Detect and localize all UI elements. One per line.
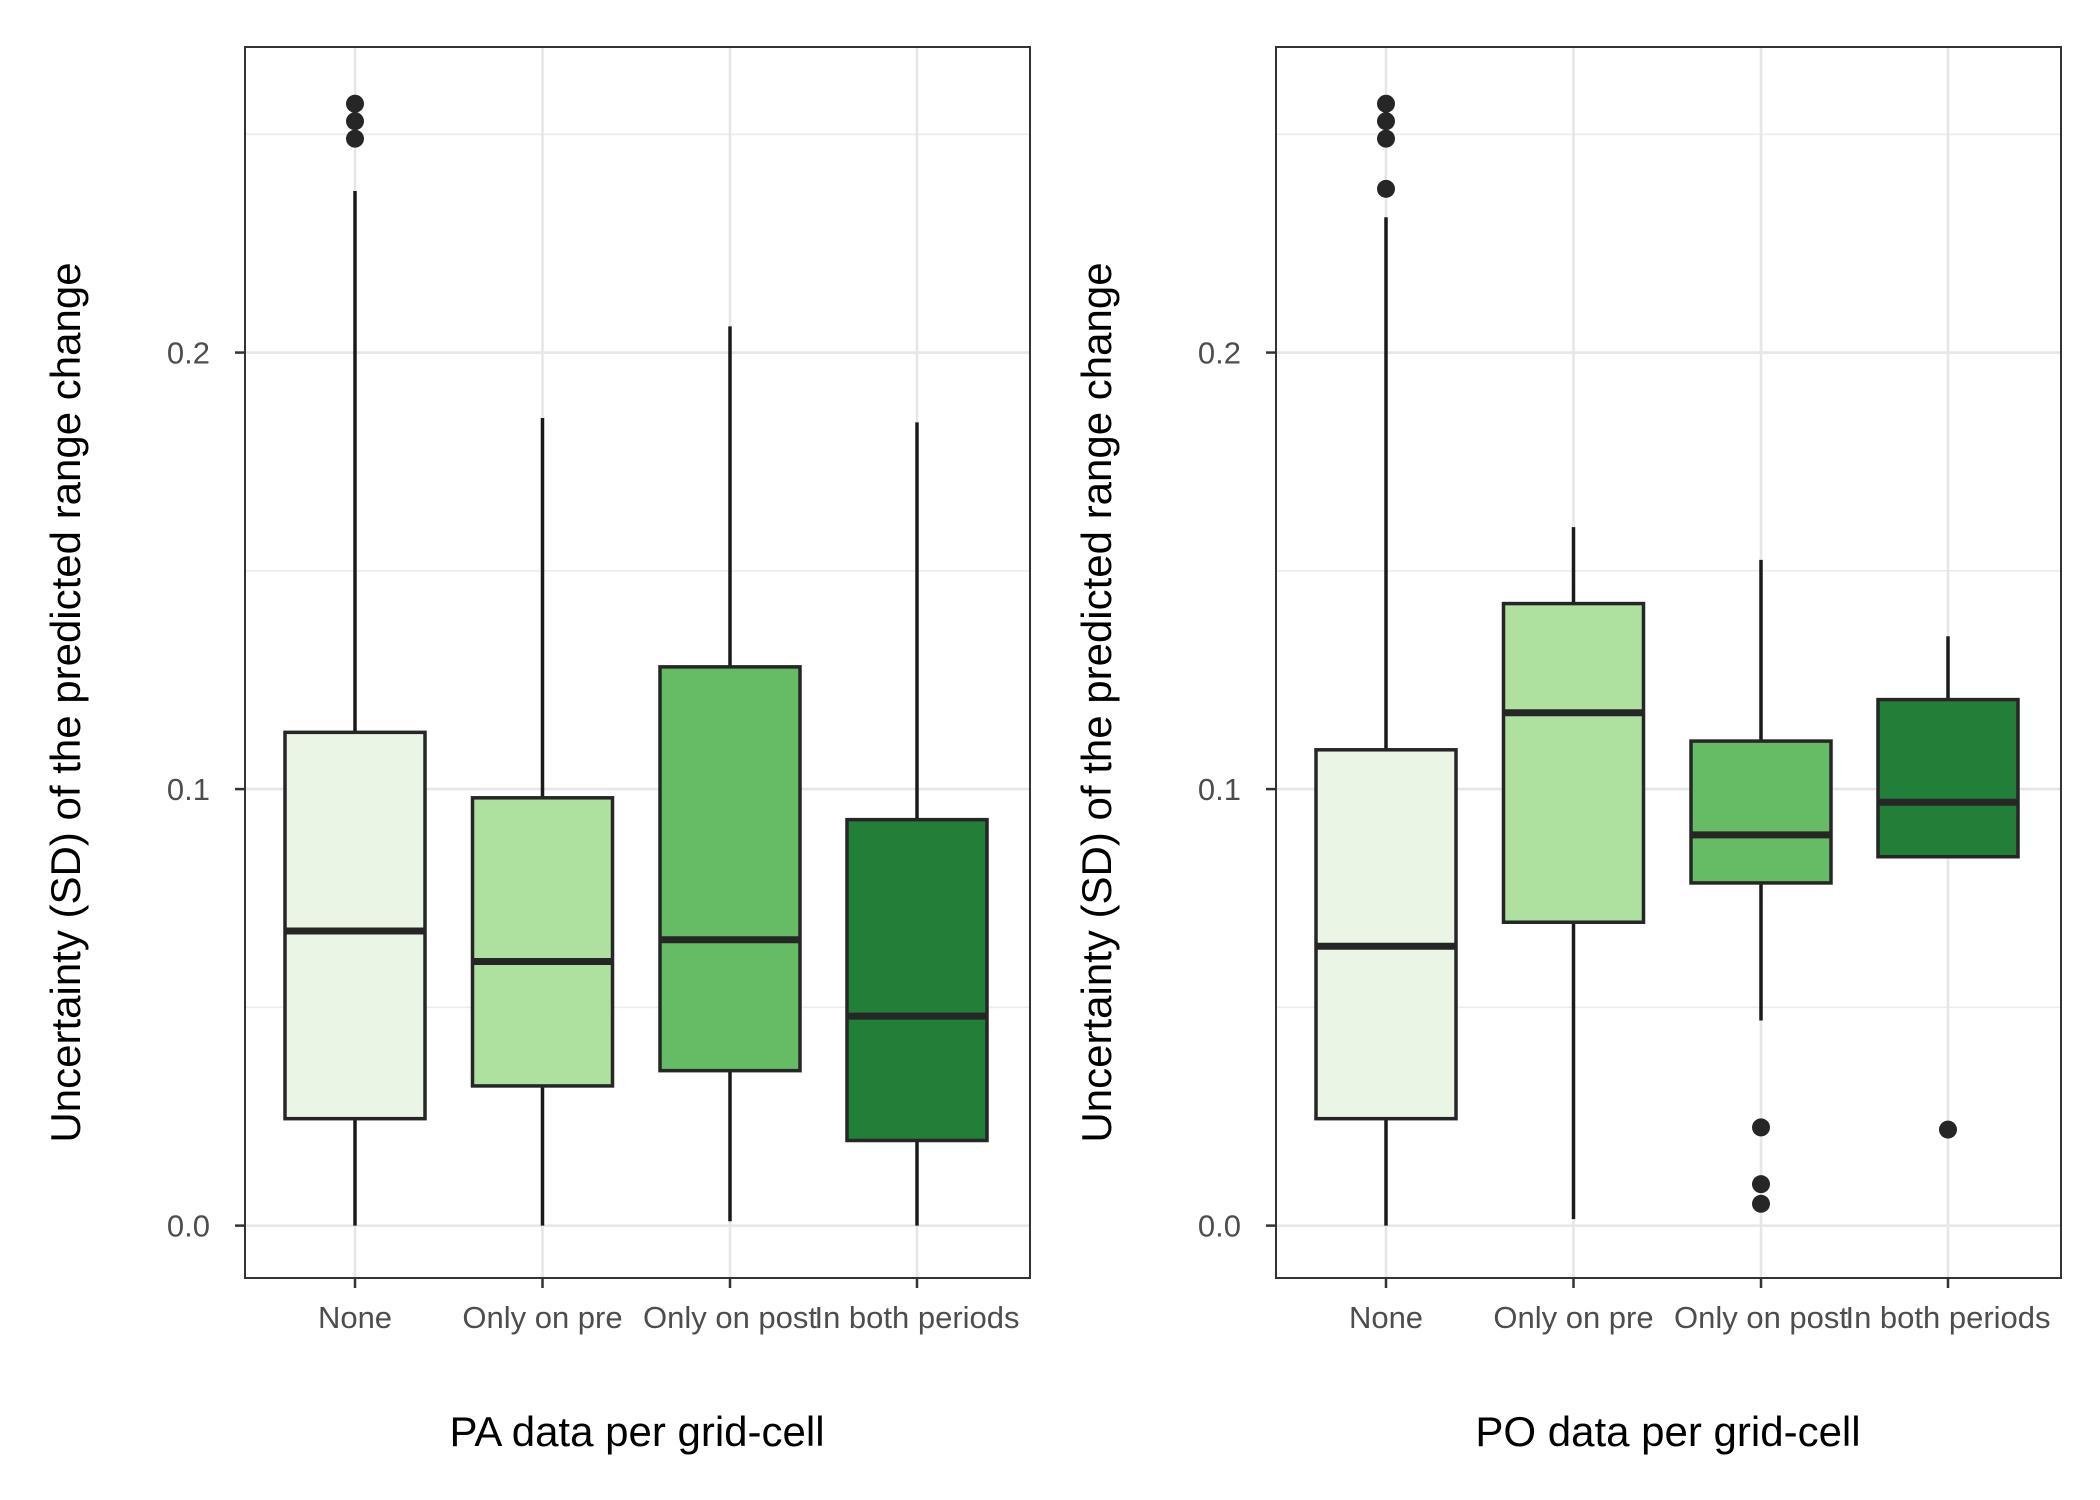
box-only-on-post — [1689, 559, 1833, 1213]
box-in-both-periods — [845, 422, 989, 1226]
x-axis-title: PO data per grid-cell — [1475, 1408, 1860, 1455]
outlier-point — [1752, 1175, 1770, 1194]
panel-border — [244, 46, 1031, 1279]
y-tick-label: 0.0 — [167, 1209, 210, 1244]
box-iqr — [1314, 748, 1458, 1121]
outlier-point — [346, 112, 364, 131]
x-tick-label: Only on pre — [1493, 1300, 1653, 1335]
outlier-point — [346, 94, 364, 113]
box-iqr — [658, 665, 802, 1073]
box-only-on-pre — [470, 418, 615, 1226]
y-tick-label: 0.2 — [167, 336, 210, 371]
y-axis-title: Uncertainty (SD) of the predicted range … — [1073, 262, 1120, 1142]
outlier-point — [1377, 112, 1395, 131]
box-only-on-post — [658, 326, 802, 1222]
outlier-point — [1939, 1120, 1957, 1139]
y-axis-title: Uncertainty (SD) of the predicted range … — [42, 262, 89, 1142]
outlier-point — [1752, 1118, 1770, 1137]
x-tick-label: None — [1349, 1300, 1423, 1335]
outlier-point — [1752, 1194, 1770, 1213]
box-iqr — [470, 796, 615, 1088]
box-in-both-periods — [1876, 636, 2020, 1139]
box-only-on-pre — [1501, 527, 1646, 1220]
outlier-point — [1377, 94, 1395, 113]
box-iqr — [845, 817, 989, 1143]
x-tick-label: Only on post — [643, 1300, 817, 1335]
box-iqr — [1689, 739, 1833, 885]
outlier-point — [346, 129, 364, 148]
x-tick-label: None — [318, 1300, 392, 1335]
box-none — [283, 94, 427, 1226]
y-tick-label: 0.1 — [167, 772, 210, 807]
x-tick-label: In both periods — [1845, 1300, 2050, 1335]
x-axis-title: PA data per grid-cell — [449, 1408, 824, 1455]
y-tick-label: 0.1 — [1198, 772, 1241, 807]
box-iqr — [283, 730, 427, 1121]
panel-border — [1275, 46, 2062, 1279]
x-tick-label: In both periods — [814, 1300, 1019, 1335]
y-tick-label: 0.2 — [1198, 336, 1241, 371]
box-none — [1314, 94, 1458, 1226]
box-iqr — [1876, 697, 2020, 859]
x-tick-label: Only on post — [1674, 1300, 1848, 1335]
x-tick-label: Only on pre — [462, 1300, 622, 1335]
box-iqr — [1501, 601, 1646, 924]
y-tick-label: 0.0 — [1198, 1209, 1241, 1244]
outlier-point — [1377, 129, 1395, 148]
outlier-point — [1377, 179, 1395, 198]
